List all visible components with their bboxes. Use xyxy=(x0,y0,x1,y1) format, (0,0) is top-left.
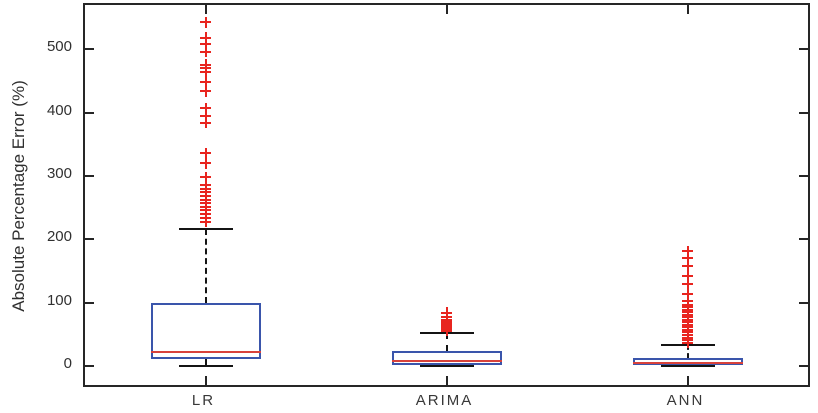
upper-whisker-cap xyxy=(178,227,233,230)
upper-whisker xyxy=(445,333,448,352)
plot-area xyxy=(83,3,810,387)
outlier-marker xyxy=(682,278,693,290)
y-tick xyxy=(799,48,808,51)
x-tick xyxy=(445,5,448,14)
y-tick xyxy=(799,175,808,177)
x-axis-label-arima: ARIMA xyxy=(415,392,474,409)
y-tick xyxy=(799,365,808,367)
outlier-marker xyxy=(682,252,693,264)
y-tick-label: 500 xyxy=(46,38,72,56)
y-tick-label: 300 xyxy=(46,165,72,182)
box-lr xyxy=(150,303,261,360)
outlier-marker xyxy=(200,171,211,183)
lower-whisker-cap xyxy=(419,365,474,367)
outlier-marker xyxy=(200,59,211,71)
y-tick xyxy=(799,111,808,114)
outlier-marker xyxy=(200,179,211,191)
outlier-marker xyxy=(200,85,211,97)
upper-whisker xyxy=(686,345,689,359)
y-tick xyxy=(799,238,808,241)
median-line xyxy=(391,359,502,362)
outlier-marker xyxy=(682,245,693,257)
x-tick xyxy=(686,5,689,14)
outlier-marker xyxy=(200,110,211,122)
upper-whisker xyxy=(204,228,207,304)
x-tick xyxy=(204,376,207,385)
box-arima xyxy=(391,351,502,366)
y-tick xyxy=(85,365,94,367)
lower-whisker-cap xyxy=(660,365,715,367)
y-tick xyxy=(85,175,94,177)
median-line xyxy=(150,351,261,354)
y-tick-label: 0 xyxy=(63,355,72,372)
outlier-marker xyxy=(441,307,452,319)
outlier-marker xyxy=(682,270,693,282)
y-tick xyxy=(85,301,94,304)
lower-whisker xyxy=(204,359,207,366)
lower-whisker-cap xyxy=(178,365,233,367)
y-tick-label: 200 xyxy=(46,228,72,246)
outlier-marker xyxy=(682,295,693,307)
outlier-marker xyxy=(200,117,211,129)
y-tick xyxy=(799,301,808,304)
median-line xyxy=(632,361,743,364)
outlier-marker xyxy=(682,260,693,272)
outlier-marker xyxy=(200,38,211,50)
x-axis-label-ann: ANN xyxy=(666,392,705,409)
y-tick-label: 400 xyxy=(46,101,72,119)
y-tick xyxy=(85,48,94,51)
y-tick xyxy=(85,238,94,241)
x-tick xyxy=(204,5,207,14)
x-tick xyxy=(686,376,689,385)
outlier-marker xyxy=(200,76,211,88)
x-axis-label-lr: LR xyxy=(191,392,216,409)
x-tick xyxy=(445,376,448,385)
y-tick-label: 100 xyxy=(46,291,72,309)
outlier-marker xyxy=(200,102,211,114)
y-tick xyxy=(85,111,94,114)
outlier-marker xyxy=(200,147,211,159)
outlier-marker xyxy=(200,32,211,44)
outlier-marker xyxy=(200,16,211,28)
outlier-marker xyxy=(200,157,211,169)
outlier-marker xyxy=(200,46,211,58)
outlier-marker xyxy=(682,288,693,300)
